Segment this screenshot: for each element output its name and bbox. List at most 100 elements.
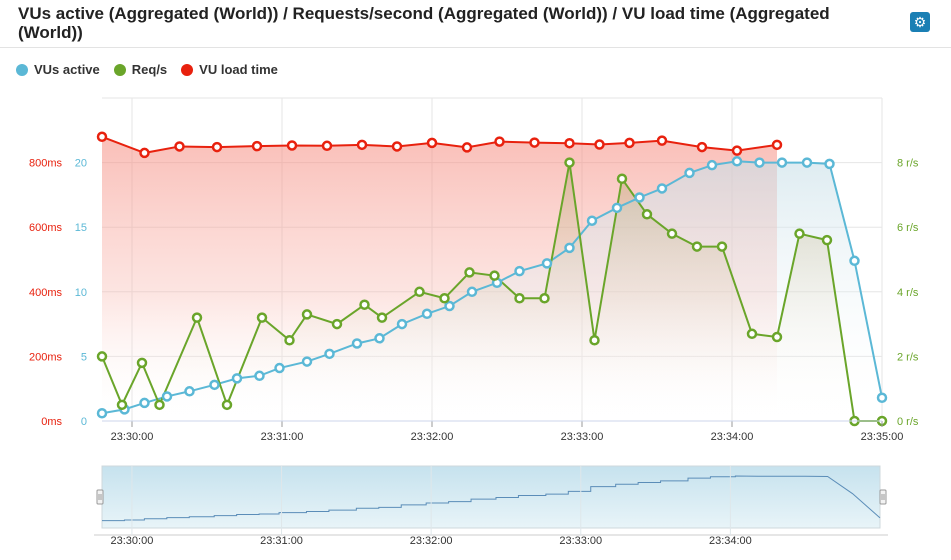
data-point-req-s xyxy=(301,309,313,320)
data-point-req-s xyxy=(641,209,653,220)
data-point-vu-load-time xyxy=(426,137,438,149)
data-point-vus-active xyxy=(161,391,173,402)
series-line-vus-active xyxy=(101,160,883,415)
legend-item-vus-active[interactable]: VUs active xyxy=(16,62,100,77)
data-point-vu-load-time xyxy=(494,136,505,147)
y-tick-label-reqs: 6 r/s xyxy=(897,222,919,234)
y-tick-label-loadtime: 400ms xyxy=(29,287,63,299)
data-point-req-s xyxy=(691,241,703,252)
data-point-req-s xyxy=(771,331,783,343)
data-point-vu-load-time xyxy=(696,141,708,153)
data-point-vu-load-time xyxy=(624,137,635,149)
data-point-req-s xyxy=(616,173,628,184)
data-point-vus-active xyxy=(209,379,220,391)
data-point-vu-load-time xyxy=(771,139,783,151)
data-point-vu-load-time xyxy=(594,139,605,150)
data-point-vu-load-time xyxy=(96,131,108,143)
y-tick-label-vus: 15 xyxy=(75,222,87,234)
y-tick-label-loadtime: 0ms xyxy=(41,416,62,428)
y-tick-label-reqs: 4 r/s xyxy=(897,287,919,299)
data-point-vu-load-time xyxy=(731,145,743,156)
legend-item-req-s[interactable]: Req/s xyxy=(113,62,168,77)
series-line-vu-load-time xyxy=(101,135,778,154)
navigator-tick-label: 23:30:00 xyxy=(111,535,154,547)
y-tick-label-loadtime: 800ms xyxy=(29,158,63,170)
navigator-tick-label: 23:31:00 xyxy=(260,535,303,547)
x-tick-label: 23:33:00 xyxy=(561,431,604,443)
settings-button[interactable]: ⚙ xyxy=(910,12,930,32)
legend-marker-req-s xyxy=(113,63,126,76)
title-divider xyxy=(0,47,951,48)
x-tick-label: 23:35:00 xyxy=(861,431,904,443)
data-point-vu-load-time xyxy=(174,141,185,152)
data-point-vus-active xyxy=(96,407,108,419)
data-point-vus-active xyxy=(444,300,455,312)
data-point-req-s xyxy=(464,267,475,278)
data-point-req-s xyxy=(154,399,165,411)
data-point-req-s xyxy=(359,299,370,310)
legend-label: VUs active xyxy=(34,62,100,77)
data-point-vus-active xyxy=(876,392,888,403)
data-point-vus-active xyxy=(634,192,645,203)
data-point-vus-active xyxy=(514,265,525,277)
y-tick-label-loadtime: 200ms xyxy=(29,351,63,363)
navigator-handle-right[interactable] xyxy=(879,489,887,505)
data-point-vu-load-time xyxy=(461,142,473,153)
data-point-vus-active xyxy=(801,157,813,168)
navigator-tick-label: 23:34:00 xyxy=(709,535,752,547)
data-point-vus-active xyxy=(184,386,195,397)
data-point-req-s xyxy=(716,241,728,252)
gear-icon: ⚙ xyxy=(913,14,927,30)
data-point-vus-active xyxy=(656,183,668,194)
data-point-vus-active xyxy=(776,157,788,168)
data-point-vus-active xyxy=(611,202,623,214)
data-point-vus-active xyxy=(301,356,313,367)
data-point-vu-load-time xyxy=(529,137,540,148)
navigator-tick-label: 23:32:00 xyxy=(410,535,453,547)
data-point-req-s xyxy=(284,335,295,346)
data-point-req-s xyxy=(821,234,833,246)
data-point-vu-load-time xyxy=(286,140,298,151)
data-point-req-s xyxy=(96,351,108,362)
data-point-req-s xyxy=(136,357,148,369)
data-point-req-s xyxy=(331,318,343,330)
navigator-series-vus-active xyxy=(102,475,881,522)
legend-label: Req/s xyxy=(131,62,168,77)
data-point-req-s xyxy=(746,328,758,340)
legend-label: VU load time xyxy=(199,62,278,77)
data-point-req-s xyxy=(256,312,268,323)
data-point-vus-active xyxy=(254,370,265,382)
data-point-vus-active xyxy=(849,255,860,267)
x-tick-label: 23:34:00 xyxy=(711,431,754,443)
data-point-vu-load-time xyxy=(211,141,223,153)
y-tick-label-reqs: 8 r/s xyxy=(897,158,919,170)
data-point-req-s xyxy=(191,312,203,323)
data-point-vu-load-time xyxy=(564,137,575,149)
data-point-req-s xyxy=(539,293,550,304)
data-point-vu-load-time xyxy=(656,135,668,146)
data-point-req-s xyxy=(221,399,233,411)
data-point-vus-active xyxy=(586,215,598,226)
navigator-handle-left[interactable] xyxy=(96,489,104,505)
data-point-vu-load-time xyxy=(321,140,333,152)
data-point-req-s xyxy=(666,228,678,239)
data-point-vus-active xyxy=(564,242,575,254)
data-point-vus-active xyxy=(754,157,765,168)
data-point-req-s xyxy=(589,335,600,346)
x-tick-label: 23:30:00 xyxy=(111,431,154,443)
legend-item-vu-load-time[interactable]: VU load time xyxy=(181,62,278,77)
y-tick-label-reqs: 2 r/s xyxy=(897,351,919,363)
navigator-tick-label: 23:33:00 xyxy=(559,535,602,547)
y-tick-label-vus: 5 xyxy=(81,351,87,363)
data-point-vus-active xyxy=(541,258,553,269)
legend-marker-vu-load-time xyxy=(181,63,194,76)
chart-legend: VUs active Req/s VU load time xyxy=(16,62,278,77)
data-point-vus-active xyxy=(274,362,285,374)
data-point-vus-active xyxy=(351,338,363,349)
data-point-vus-active xyxy=(139,397,150,409)
data-point-vus-active xyxy=(396,318,408,330)
data-point-vus-active xyxy=(421,308,433,320)
data-point-req-s xyxy=(116,399,128,411)
data-point-req-s xyxy=(564,157,575,168)
data-point-vus-active xyxy=(231,373,243,384)
